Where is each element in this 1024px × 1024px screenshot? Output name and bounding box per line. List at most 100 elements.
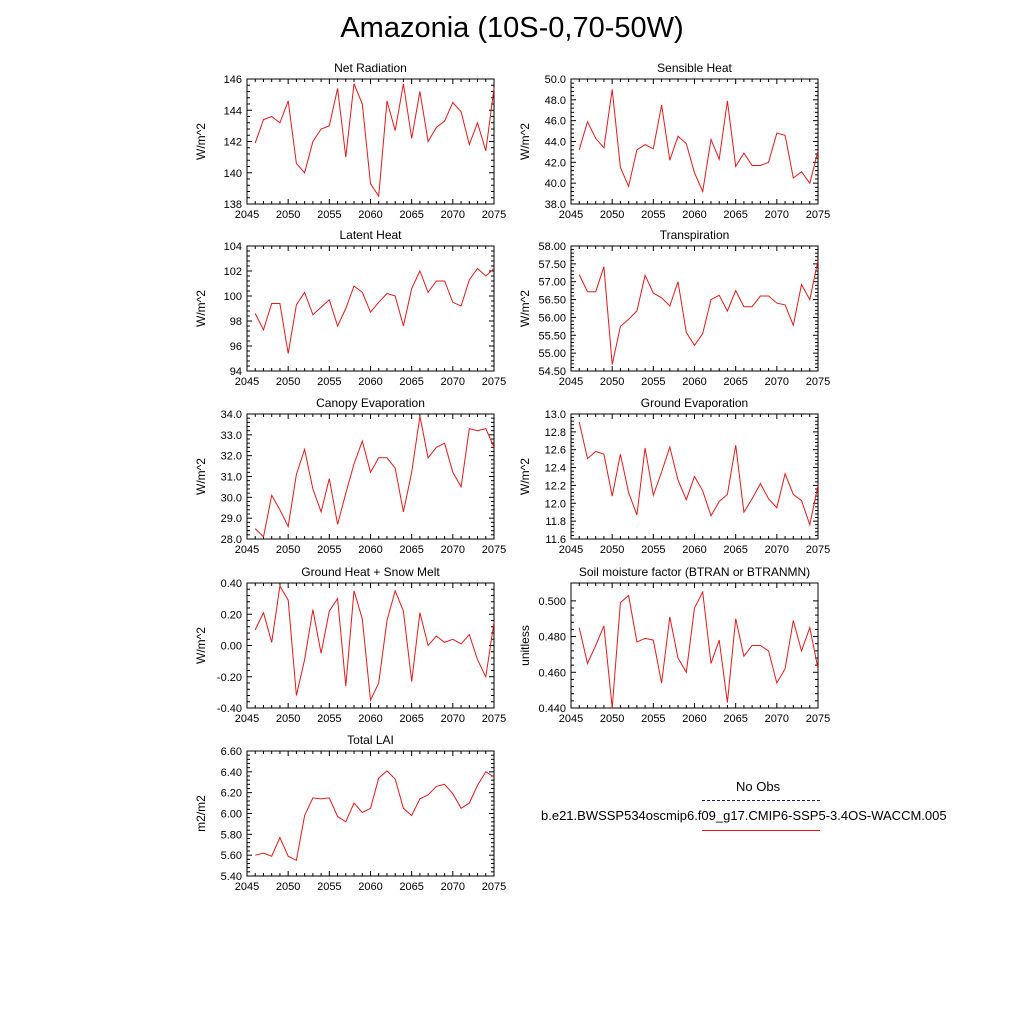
x-tick-label: 2060	[682, 544, 706, 556]
plot-frame	[246, 413, 495, 540]
y-tick-label: 0.500	[538, 596, 566, 608]
x-tick-label: 2045	[559, 209, 583, 221]
x-tick-label: 2065	[399, 713, 423, 725]
x-tick-label: 2050	[276, 544, 300, 556]
x-tick-label: 2055	[317, 713, 341, 725]
x-tick-label: 2045	[559, 376, 583, 388]
y-tick-label: 56.00	[538, 312, 566, 324]
y-tick-label: 46.0	[545, 116, 566, 128]
plot-frame	[570, 582, 819, 709]
x-tick-label: 2065	[723, 209, 747, 221]
y-tick-label: 48.0	[545, 95, 566, 107]
y-tick-label: 0.440	[538, 703, 566, 715]
x-tick-label: 2070	[441, 376, 465, 388]
x-tick-label: 2070	[441, 209, 465, 221]
plot-frame	[246, 245, 495, 372]
x-tick-label: 2055	[641, 713, 665, 725]
series-line	[254, 416, 495, 538]
chart-panel-1: Sensible Heat W/m^2 2045 2050 2055 2060 2065 20…	[518, 61, 830, 221]
y-tick-label: 96	[230, 341, 242, 353]
y-axis-label: W/m^2	[518, 458, 532, 495]
x-tick-label: 2065	[399, 544, 423, 556]
y-tick-label: 57.50	[538, 259, 566, 271]
x-tick-label: 2055	[317, 544, 341, 556]
plot-frame	[570, 245, 819, 372]
y-tick-label: -0.40	[217, 703, 242, 715]
y-tick-label: 28.0	[221, 534, 242, 546]
series-line	[578, 590, 819, 709]
y-tick-label: 55.50	[538, 330, 566, 342]
y-tick-label: 32.0	[221, 451, 242, 463]
x-tick-label: 2060	[682, 209, 706, 221]
x-tick-label: 2045	[235, 209, 259, 221]
plot-frame	[246, 78, 495, 205]
x-tick-label: 2065	[723, 544, 747, 556]
chart-panel-6: Ground Heat + Snow Melt W/m^2 2045 2050 2055…	[194, 565, 506, 725]
y-tick-label: 12.0	[545, 498, 566, 510]
y-tick-label: 0.00	[221, 641, 242, 653]
legend-model-label: b.e21.BWSSP534oscmip6.f09_g17.CMIP6-SSP5…	[541, 808, 947, 823]
x-tick-label: 2075	[806, 544, 830, 556]
y-tick-label: 31.0	[221, 472, 242, 484]
x-tick-label: 2050	[600, 713, 624, 725]
legend-obs-line	[702, 800, 820, 801]
y-tick-label: 94	[230, 366, 242, 378]
plot-frame	[246, 582, 495, 709]
chart-panel-3: Transpiration W/m^2 2045 2050 2055 2060 2065 20…	[518, 228, 830, 388]
y-tick-label: 5.80	[221, 829, 242, 841]
x-tick-label: 2075	[806, 376, 830, 388]
chart-title: Soil moisture factor (BTRAN or BTRANMN)	[579, 565, 810, 579]
x-tick-label: 2050	[600, 544, 624, 556]
x-tick-label: 2070	[441, 544, 465, 556]
y-tick-label: 33.0	[221, 430, 242, 442]
x-tick-label: 2075	[806, 713, 830, 725]
y-tick-label: 5.60	[221, 850, 242, 862]
y-tick-label: 0.20	[221, 609, 242, 621]
chart-title: Sensible Heat	[657, 61, 732, 75]
chart-panel-5: Ground Evaporation W/m^2 2045 2050 2055 2060 2…	[518, 396, 830, 556]
y-tick-label: 42.0	[545, 157, 566, 169]
y-tick-label: 6.40	[221, 767, 242, 779]
x-tick-label: 2060	[358, 881, 382, 893]
x-tick-label: 2060	[358, 209, 382, 221]
y-tick-label: 0.40	[221, 578, 242, 590]
y-tick-label: 0.480	[538, 632, 566, 644]
x-tick-label: 2075	[482, 544, 506, 556]
x-tick-label: 2050	[276, 376, 300, 388]
x-tick-label: 2045	[235, 544, 259, 556]
y-tick-label: 140	[224, 168, 242, 180]
x-tick-label: 2070	[765, 376, 789, 388]
y-tick-label: 54.50	[538, 366, 566, 378]
y-tick-label: 30.0	[221, 492, 242, 504]
y-tick-label: 146	[224, 74, 242, 86]
chart-title: Net Radiation	[334, 61, 407, 75]
y-tick-label: 6.00	[221, 809, 242, 821]
y-tick-label: 40.0	[545, 178, 566, 190]
x-tick-label: 2060	[358, 544, 382, 556]
y-axis-label: W/m^2	[518, 123, 532, 160]
y-tick-label: 138	[224, 199, 242, 211]
chart-panel-0: Net Radiation W/m^2 2045 2050 2055 2060 2065 20…	[194, 61, 506, 221]
y-tick-label: 12.2	[545, 480, 566, 492]
y-tick-label: 38.0	[545, 199, 566, 211]
y-axis-label: W/m^2	[194, 290, 208, 327]
series-line	[254, 83, 495, 198]
plot-frame	[246, 750, 495, 877]
x-tick-label: 2055	[641, 544, 665, 556]
y-axis-label: m2/m2	[194, 795, 208, 832]
y-axis-label: unitless	[518, 625, 532, 666]
x-tick-label: 2075	[482, 376, 506, 388]
y-tick-label: 100	[224, 291, 242, 303]
series-line	[578, 421, 819, 527]
chart-panel-7: Soil moisture factor (BTRAN or BTRANMN) u…	[518, 565, 830, 725]
y-tick-label: 12.4	[545, 463, 566, 475]
x-tick-label: 2045	[559, 713, 583, 725]
x-tick-label: 2060	[682, 713, 706, 725]
y-tick-label: 12.6	[545, 445, 566, 457]
x-tick-label: 2075	[482, 881, 506, 893]
y-tick-label: 6.20	[221, 788, 242, 800]
x-tick-label: 2055	[317, 881, 341, 893]
y-tick-label: 55.00	[538, 348, 566, 360]
series-line	[254, 267, 495, 354]
